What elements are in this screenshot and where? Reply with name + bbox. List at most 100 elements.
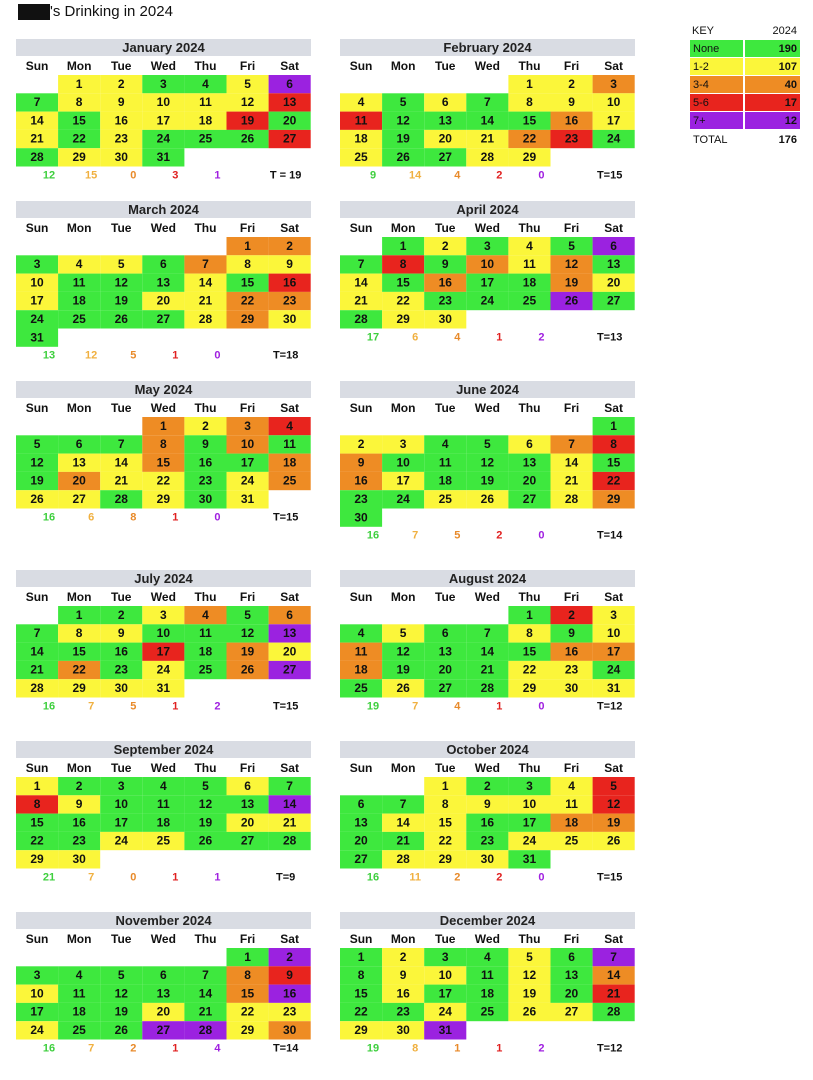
day-number: 28: [199, 1023, 213, 1037]
day-cell: [424, 795, 467, 814]
day-cell: [508, 291, 551, 311]
weekday-label: Sat: [280, 590, 299, 604]
day-cell: [142, 490, 185, 509]
level-count: 0: [538, 871, 544, 883]
level-count: 0: [538, 700, 544, 712]
day-number: 29: [523, 150, 537, 164]
day-number: 30: [199, 492, 213, 506]
day-number: 18: [565, 815, 579, 829]
day-cell: [382, 831, 425, 851]
day-number: 15: [241, 275, 255, 289]
day-cell: [142, 273, 185, 292]
month-title-bar: [16, 570, 311, 587]
day-cell: [16, 453, 59, 472]
month-title-bar: [16, 912, 311, 929]
day-number: 15: [523, 644, 537, 658]
weekday-label: Sun: [26, 761, 49, 775]
day-cell: [268, 624, 311, 643]
day-cell: [466, 93, 509, 112]
day-number: 11: [523, 257, 536, 271]
day-cell: [184, 984, 227, 1003]
day-cell: [58, 310, 101, 329]
day-cell: [100, 1021, 143, 1040]
day-cell: [508, 642, 551, 661]
day-number: 11: [157, 797, 170, 811]
day-cell: [100, 624, 143, 643]
day-number: 6: [76, 437, 83, 451]
day-cell: [184, 642, 227, 661]
level-count: 0: [538, 530, 544, 542]
day-number: 28: [481, 150, 495, 164]
day-cell: [268, 642, 311, 661]
day-cell: [550, 75, 593, 94]
day-number: 16: [481, 815, 495, 829]
day-number: 17: [157, 113, 171, 127]
key-header: KEY: [692, 25, 715, 37]
weekday-label: Tue: [111, 761, 132, 775]
level-count: 1: [214, 169, 220, 181]
day-number: 14: [30, 113, 44, 127]
day-cell: [424, 490, 467, 509]
weekday-label: Sat: [280, 59, 299, 73]
day-number: 8: [76, 95, 83, 109]
day-number: 7: [202, 968, 209, 982]
day-cell: [550, 273, 593, 292]
day-number: 11: [283, 437, 296, 451]
day-cell: [16, 328, 59, 347]
day-number: 3: [442, 950, 449, 964]
day-cell: [142, 435, 185, 454]
day-number: 7: [202, 257, 209, 271]
day-number: 21: [199, 1005, 213, 1019]
day-number: 24: [523, 834, 537, 848]
day-cell: [382, 624, 425, 643]
day-cell: [226, 948, 269, 967]
day-number: 29: [30, 852, 44, 866]
day-cell: [592, 606, 635, 625]
weekday-label: Tue: [435, 590, 456, 604]
day-cell: [508, 606, 551, 625]
day-cell: [592, 435, 635, 454]
day-cell: [508, 984, 551, 1003]
day-number: 28: [283, 834, 297, 848]
level-count: 1: [172, 1042, 178, 1054]
day-cell: [16, 490, 59, 509]
day-cell: [592, 75, 635, 94]
month-total: T=12: [597, 1042, 622, 1054]
day-number: 6: [286, 77, 293, 91]
day-cell: [184, 795, 227, 814]
day-number: 22: [72, 663, 86, 677]
day-cell: [508, 831, 551, 851]
day-number: 24: [396, 492, 410, 506]
day-cell: [550, 1002, 593, 1022]
weekday-label: Sat: [280, 761, 299, 775]
day-cell: [340, 1002, 383, 1022]
day-cell: [550, 435, 593, 454]
day-number: 10: [30, 986, 44, 1000]
month-title-bar: [340, 912, 635, 929]
day-cell: [424, 255, 467, 274]
day-cell: [268, 129, 311, 149]
day-cell: [16, 111, 59, 130]
day-cell: [466, 831, 509, 851]
month-total: T=14: [273, 1042, 299, 1054]
weekday-label: Wed: [475, 932, 500, 946]
day-number: 4: [526, 239, 533, 253]
day-cell: [550, 795, 593, 814]
day-number: 20: [72, 474, 86, 488]
day-cell: [226, 1002, 269, 1022]
day-cell: [226, 310, 269, 329]
weekday-label: Fri: [240, 590, 255, 604]
day-cell: [142, 417, 185, 436]
day-number: 7: [286, 779, 293, 793]
day-cell: [100, 679, 143, 698]
weekday-label: Wed: [151, 59, 176, 73]
day-cell: [16, 435, 59, 454]
day-cell: [226, 417, 269, 436]
key-swatch: [690, 40, 743, 57]
key-swatch: [690, 94, 743, 111]
weekday-label: Thu: [194, 59, 216, 73]
day-cell: [268, 660, 311, 680]
day-cell: [100, 111, 143, 130]
day-number: 4: [442, 437, 449, 451]
weekday-label: Sun: [26, 59, 49, 73]
